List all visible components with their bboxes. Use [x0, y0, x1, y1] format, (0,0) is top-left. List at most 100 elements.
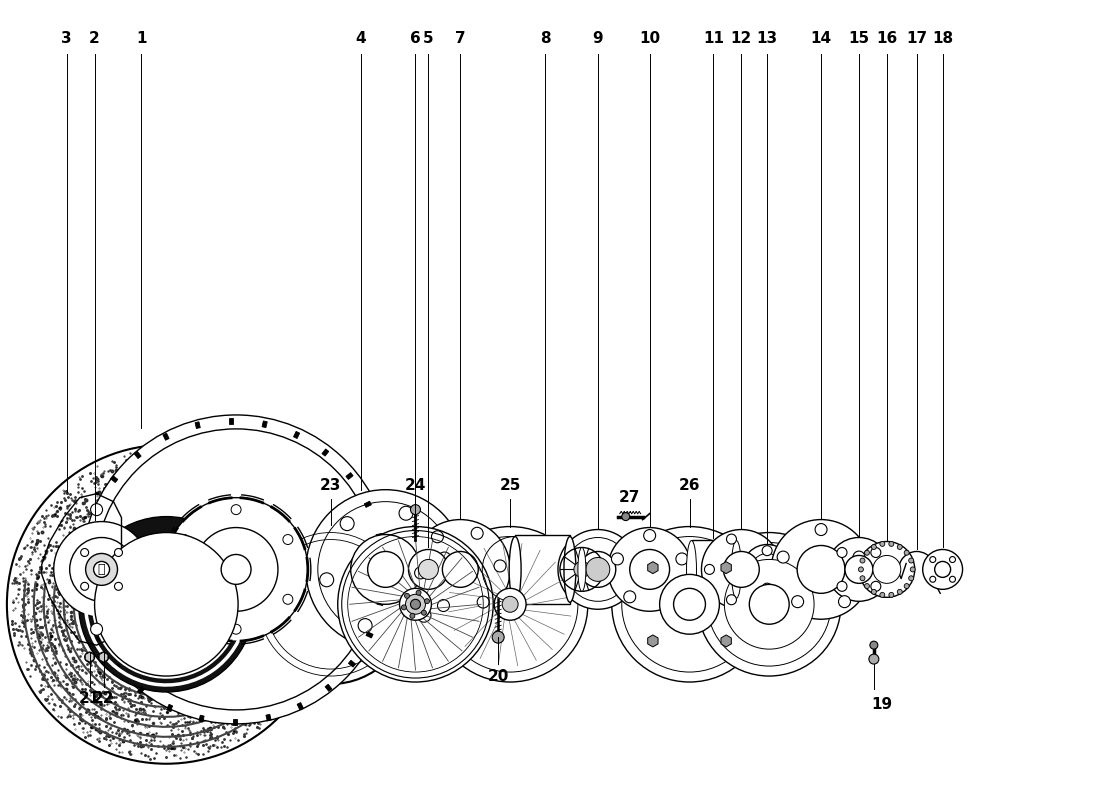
Text: 9: 9 — [593, 31, 603, 46]
Circle shape — [438, 599, 450, 611]
Text: 27: 27 — [619, 490, 640, 505]
Circle shape — [751, 554, 783, 586]
Circle shape — [871, 590, 877, 594]
Circle shape — [726, 534, 737, 544]
Circle shape — [94, 562, 110, 578]
Circle shape — [697, 533, 842, 676]
Bar — [873, 558, 889, 582]
Circle shape — [629, 550, 670, 590]
Circle shape — [624, 591, 636, 602]
Bar — [233, 719, 238, 725]
Text: 2: 2 — [89, 31, 100, 46]
Bar — [515, 534, 570, 604]
Circle shape — [586, 558, 609, 582]
Circle shape — [865, 583, 869, 589]
Circle shape — [798, 546, 845, 594]
Text: 7: 7 — [455, 31, 465, 46]
Circle shape — [338, 526, 493, 682]
Circle shape — [359, 618, 372, 633]
Bar — [138, 686, 144, 694]
Circle shape — [949, 576, 956, 582]
Circle shape — [815, 523, 827, 535]
Circle shape — [231, 505, 241, 514]
Text: 14: 14 — [811, 31, 832, 46]
Text: 12: 12 — [730, 31, 752, 46]
Circle shape — [431, 530, 443, 542]
Bar — [163, 433, 169, 440]
Circle shape — [442, 551, 478, 587]
Circle shape — [873, 555, 901, 583]
Bar — [364, 502, 372, 507]
Bar — [82, 538, 89, 542]
Text: 6: 6 — [410, 31, 421, 46]
Circle shape — [340, 517, 354, 530]
Text: 19: 19 — [871, 697, 892, 712]
Bar — [199, 715, 205, 722]
Bar — [381, 567, 386, 571]
Circle shape — [410, 599, 420, 610]
Circle shape — [880, 542, 884, 546]
Text: 17: 17 — [906, 31, 927, 46]
Circle shape — [367, 551, 404, 587]
Bar — [113, 663, 120, 670]
Circle shape — [81, 415, 390, 724]
Circle shape — [827, 538, 891, 602]
Ellipse shape — [564, 537, 576, 602]
Circle shape — [852, 551, 865, 563]
Circle shape — [283, 594, 293, 604]
Bar — [95, 635, 102, 642]
Polygon shape — [99, 652, 108, 662]
Circle shape — [898, 545, 902, 550]
Polygon shape — [720, 562, 732, 574]
Circle shape — [880, 593, 884, 598]
Circle shape — [432, 526, 587, 682]
Circle shape — [707, 542, 830, 666]
Circle shape — [406, 594, 426, 614]
Text: 10: 10 — [639, 31, 660, 46]
Circle shape — [179, 534, 189, 545]
Circle shape — [949, 557, 956, 562]
Circle shape — [351, 534, 420, 604]
Bar — [845, 550, 870, 590]
Bar — [366, 632, 373, 638]
Circle shape — [415, 567, 427, 579]
Circle shape — [410, 505, 420, 514]
Text: 8: 8 — [540, 31, 550, 46]
Text: 16: 16 — [877, 31, 898, 46]
Circle shape — [318, 502, 453, 637]
Polygon shape — [648, 562, 658, 574]
Circle shape — [574, 562, 590, 578]
Text: eurospg: eurospg — [279, 602, 462, 646]
Circle shape — [164, 498, 308, 641]
Circle shape — [565, 538, 629, 602]
Circle shape — [865, 550, 869, 555]
Text: 5: 5 — [424, 31, 433, 46]
Circle shape — [438, 552, 451, 566]
Bar — [294, 431, 299, 438]
Circle shape — [96, 429, 376, 710]
Circle shape — [845, 555, 873, 583]
Circle shape — [410, 614, 415, 618]
Circle shape — [612, 526, 767, 682]
Circle shape — [86, 554, 118, 586]
Bar — [79, 571, 86, 575]
Circle shape — [870, 641, 878, 649]
Circle shape — [742, 545, 792, 594]
Circle shape — [80, 549, 89, 557]
Circle shape — [494, 588, 526, 620]
Circle shape — [904, 550, 910, 555]
Circle shape — [425, 598, 429, 604]
Polygon shape — [648, 635, 658, 647]
Circle shape — [99, 652, 109, 662]
Circle shape — [410, 519, 510, 619]
Circle shape — [85, 652, 95, 662]
Bar — [322, 449, 329, 456]
Circle shape — [195, 527, 278, 611]
Text: 26: 26 — [679, 478, 701, 493]
Circle shape — [90, 504, 102, 515]
Circle shape — [858, 567, 864, 572]
Text: 24: 24 — [405, 478, 426, 493]
Circle shape — [762, 583, 772, 593]
Circle shape — [179, 594, 189, 604]
Text: 25: 25 — [499, 478, 520, 493]
